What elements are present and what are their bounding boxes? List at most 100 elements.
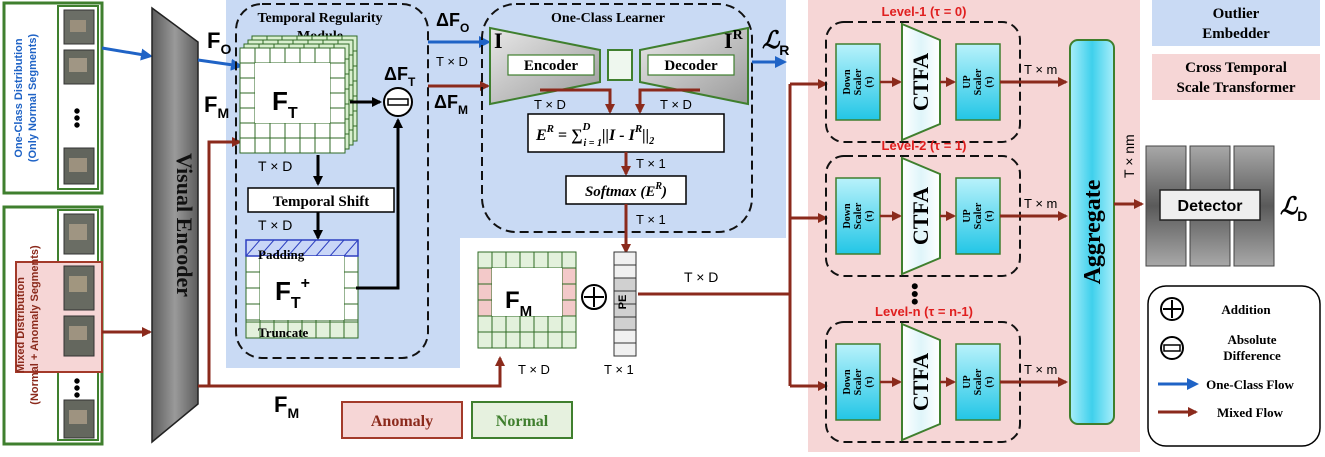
level-title: Level-n (τ = n-1): [875, 304, 973, 319]
fm-cell: [505, 331, 521, 349]
ft-cell: [284, 47, 301, 64]
pe-cell: [613, 329, 637, 344]
trm-dim-1: T × D: [258, 158, 292, 174]
frame-dots: •••: [67, 377, 89, 398]
fm-cell: [519, 331, 535, 349]
fm-grid: [477, 251, 577, 349]
ctfa-label: CTFA: [908, 53, 933, 111]
outlier-embedder-key: [1152, 0, 1320, 46]
ctfa-label: CTFA: [908, 353, 933, 411]
mixed-label-1: Mixed Distribution: [15, 277, 27, 373]
ocl-dim-b: T × D: [660, 97, 692, 112]
ftp-cell: [245, 271, 261, 289]
normal-legend-box: [471, 401, 573, 439]
down-scaler-label: Down: [842, 69, 853, 94]
ctst-level-2: Level-2 (τ = 1)Down Scaler (τ) CTFA UP Scaler…: [825, 138, 1068, 277]
fo-label: FO: [207, 28, 231, 57]
ftp-cell: [343, 255, 359, 273]
lr-label: ℒR: [762, 28, 789, 58]
ftp-cell: [343, 303, 359, 321]
up-scaler: [955, 177, 1001, 255]
anomaly-legend-box: [341, 401, 463, 439]
ft-cell: [329, 137, 346, 154]
ft-cell: [239, 107, 256, 124]
ft-cell: [299, 122, 316, 139]
visual-encoder: Visual Encoder: [151, 6, 199, 444]
truncate-label: Truncate: [258, 325, 309, 340]
fm-cell: [561, 267, 577, 285]
ctfa-label: CTFA: [908, 187, 933, 245]
fm-cell: [561, 315, 577, 333]
ftp-cell: [245, 303, 261, 321]
level-title: Level-1 (τ = 0): [882, 4, 967, 19]
fo-arrow: [197, 58, 243, 71]
fm-grid-label: FM: [505, 287, 532, 320]
down-scaler-label: Scaler: [853, 68, 864, 95]
one-class-learner: One-Class Learner: [481, 3, 753, 233]
up-scaler-label: Scaler: [973, 68, 984, 95]
down-scaler: [835, 177, 881, 255]
ftp-cell: [343, 271, 359, 289]
outlier-embedder-region: [226, 0, 786, 368]
one-class-frames: •••: [63, 9, 95, 185]
ft-cell: [299, 47, 316, 64]
fm-cell: [477, 315, 493, 333]
down-scaler-label: Scaler: [853, 368, 864, 395]
level-dim: T × m: [1024, 362, 1057, 377]
delta-fo-label: ΔFO: [436, 10, 469, 35]
down-scaler-label: (τ): [864, 76, 875, 87]
down-scaler-label: (τ): [864, 210, 875, 221]
ft-grid: [239, 35, 358, 154]
pe-dim: T × 1: [604, 362, 634, 377]
fm-cell: [533, 331, 549, 349]
fm-arrow-trm: [207, 137, 242, 386]
ftp-cell: [343, 321, 359, 339]
fm-cell: [561, 251, 577, 269]
ocl-input-dim: T × D: [436, 54, 468, 69]
padding-label: Padding: [258, 247, 305, 262]
up-scaler-label: Scaler: [973, 368, 984, 395]
pe-cell: [613, 342, 637, 357]
softmax-box: [565, 175, 687, 205]
ft-cell: [239, 62, 256, 79]
ft-cell: [329, 107, 346, 124]
ft-cell: [269, 47, 286, 64]
ft-cell: [329, 77, 346, 94]
ft-cell: [239, 47, 256, 64]
one-class-flow-label: One-Class Flow: [1206, 377, 1294, 392]
ctst-level-3: Level-n (τ = n-1)Down Scaler (τ) CTFA UP Scal…: [825, 304, 1068, 443]
down-scaler-label: Scaler: [853, 202, 864, 229]
down-scaler-label: (τ): [864, 376, 875, 387]
trm-dim-2: T × D: [258, 217, 292, 233]
frame-dots: •••: [67, 107, 89, 128]
ctst-level-1: Level-1 (τ = 0)Down Scaler (τ) CTFA UP Scaler…: [825, 4, 1068, 143]
softmax-label: Softmax (ER): [585, 181, 667, 200]
up-scaler-label: UP: [962, 75, 973, 88]
ft-label: FT: [272, 86, 298, 122]
levels-vdots: •••: [902, 282, 927, 305]
ft-cell: [269, 137, 286, 154]
down-scaler-label: Down: [842, 369, 853, 394]
fm-cell: [477, 299, 493, 317]
ft-cell: [239, 137, 256, 154]
outlier-key-2: Embedder: [1202, 26, 1270, 42]
ocl-latent: [607, 49, 633, 81]
ctst-key-1: Cross Temporal: [1185, 60, 1287, 76]
symbol-legend: Addition Absolute Difference One-Class F…: [1147, 285, 1321, 447]
up-scaler-label: UP: [962, 375, 973, 388]
pe-cell: [613, 264, 637, 279]
visual-encoder-label: Visual Encoder: [172, 153, 197, 297]
fm-bottom-label: FM: [274, 392, 299, 421]
fm-cell: [477, 331, 493, 349]
ft-cell: [329, 92, 346, 109]
ocl-decoder-label: Decoder: [664, 58, 718, 74]
down-scaler: [835, 43, 881, 121]
pe-cell: [613, 251, 637, 266]
ocl-dim-d: T × 1: [636, 212, 666, 227]
ft-cell: [329, 47, 346, 64]
up-scaler: [955, 43, 1001, 121]
level-dim: T × m: [1024, 62, 1057, 77]
ft-cell: [239, 77, 256, 94]
ctfa-block: [901, 156, 941, 276]
enc-to-loss-arrow: [540, 88, 615, 114]
